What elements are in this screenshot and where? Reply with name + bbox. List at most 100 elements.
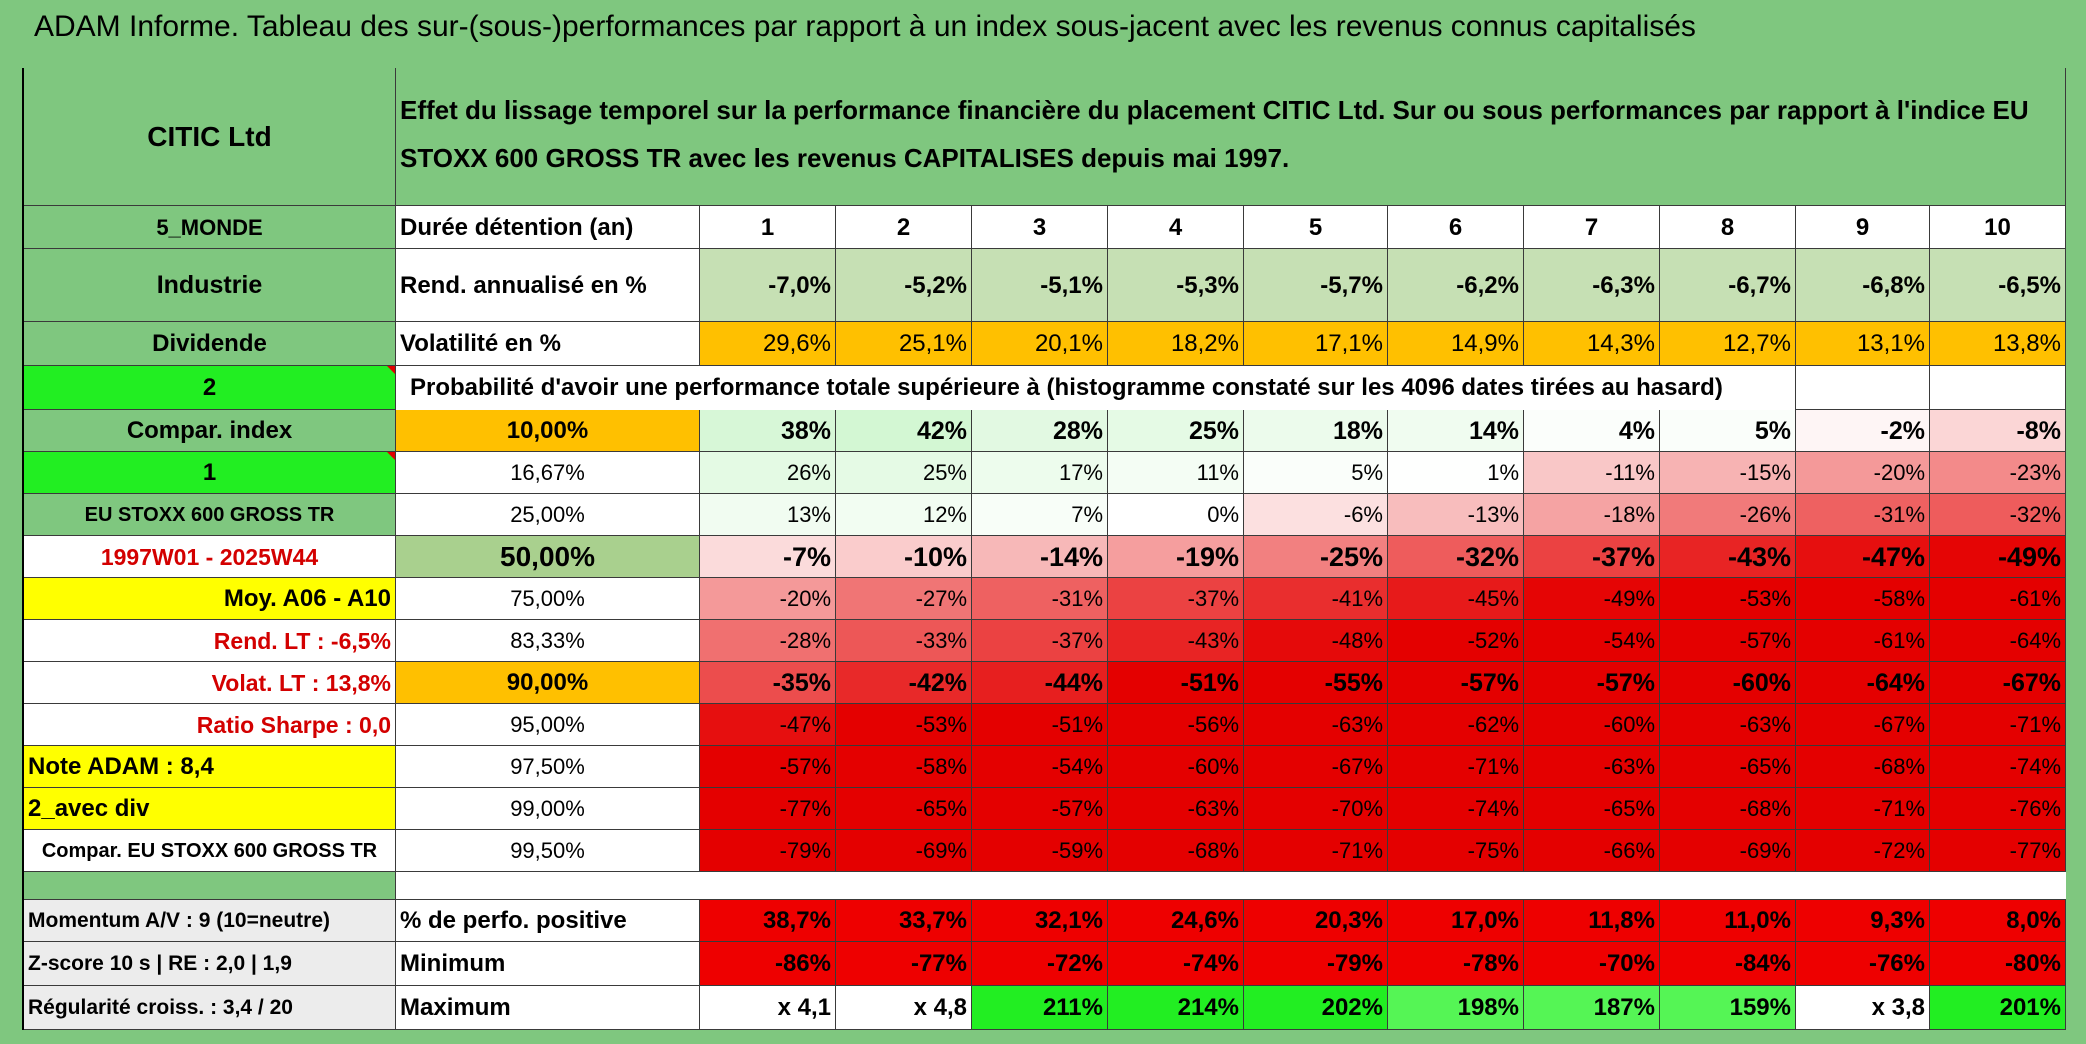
probability-cell: -25% bbox=[1244, 536, 1388, 578]
positive-value: 32,1% bbox=[972, 900, 1108, 942]
percentile-label: 50,00% bbox=[396, 536, 700, 578]
probability-cell: -26% bbox=[1660, 494, 1796, 536]
probability-cell: -44% bbox=[972, 662, 1108, 704]
probability-cell: -47% bbox=[1796, 536, 1930, 578]
max-value: 187% bbox=[1524, 986, 1660, 1030]
probability-cell: -60% bbox=[1660, 662, 1796, 704]
vol-value: 25,1% bbox=[836, 322, 972, 366]
separator-cell bbox=[24, 872, 396, 900]
probability-cell: -74% bbox=[1930, 746, 2066, 788]
probability-cell: -64% bbox=[1930, 620, 2066, 662]
min-value: -77% bbox=[836, 942, 972, 986]
probability-cell: -70% bbox=[1244, 788, 1388, 830]
compar-index-label: Compar. index bbox=[24, 410, 396, 452]
report-title: ADAM Informe. Tableau des sur-(sous-)per… bbox=[0, 0, 2086, 52]
probability-cell: 42% bbox=[836, 410, 972, 452]
probability-cell: -77% bbox=[700, 788, 836, 830]
moy-label: Moy. A06 - A10 bbox=[24, 578, 396, 620]
regularite-label: Régularité croiss. : 3,4 / 20 bbox=[24, 986, 396, 1030]
positive-value: 24,6% bbox=[1108, 900, 1244, 942]
year-header: 1 bbox=[700, 206, 836, 249]
max-value: x 4,1 bbox=[700, 986, 836, 1030]
probability-cell: -75% bbox=[1388, 830, 1524, 872]
sector-label: Industrie bbox=[24, 249, 396, 322]
positive-value: 20,3% bbox=[1244, 900, 1388, 942]
probability-cell: -43% bbox=[1108, 620, 1244, 662]
probability-cell: -31% bbox=[972, 578, 1108, 620]
min-value: -86% bbox=[700, 942, 836, 986]
rend-value: -5,2% bbox=[836, 249, 972, 322]
probability-cell: -10% bbox=[836, 536, 972, 578]
probability-cell: -53% bbox=[1660, 578, 1796, 620]
max-label: Maximum bbox=[396, 986, 700, 1030]
probability-cell: -69% bbox=[836, 830, 972, 872]
year-header: 6 bbox=[1388, 206, 1524, 249]
max-value: 198% bbox=[1388, 986, 1524, 1030]
probability-cell: -48% bbox=[1244, 620, 1388, 662]
min-value: -79% bbox=[1244, 942, 1388, 986]
sharpe-label: Ratio Sharpe : 0,0 bbox=[24, 704, 396, 746]
probability-cell: 11% bbox=[1108, 452, 1244, 494]
selector-dropdown[interactable]: 2 bbox=[24, 366, 396, 410]
index-name: EU STOXX 600 GROSS TR bbox=[24, 494, 396, 536]
min-value: -78% bbox=[1388, 942, 1524, 986]
probability-cell: -47% bbox=[700, 704, 836, 746]
positive-value: 17,0% bbox=[1388, 900, 1524, 942]
rend-value: -5,1% bbox=[972, 249, 1108, 322]
percentile-label: 25,00% bbox=[396, 494, 700, 536]
probability-cell: -67% bbox=[1244, 746, 1388, 788]
probability-cell: -20% bbox=[1796, 452, 1930, 494]
probability-cell: -56% bbox=[1108, 704, 1244, 746]
dropdown-marker-icon bbox=[387, 366, 395, 374]
probability-cell: -28% bbox=[700, 620, 836, 662]
rend-value: -6,5% bbox=[1930, 249, 2066, 322]
percentile-label: 83,33% bbox=[396, 620, 700, 662]
year-header: 9 bbox=[1796, 206, 1930, 249]
vol-value: 20,1% bbox=[972, 322, 1108, 366]
min-value: -74% bbox=[1108, 942, 1244, 986]
probability-cell: -62% bbox=[1388, 704, 1524, 746]
vol-value: 14,9% bbox=[1388, 322, 1524, 366]
probability-cell: -42% bbox=[836, 662, 972, 704]
positive-label: % de perfo. positive bbox=[396, 900, 700, 942]
rend-value: -6,2% bbox=[1388, 249, 1524, 322]
index-selector-dropdown[interactable]: 1 bbox=[24, 452, 396, 494]
probability-cell: -37% bbox=[972, 620, 1108, 662]
max-value: 214% bbox=[1108, 986, 1244, 1030]
probability-cell: -71% bbox=[1796, 788, 1930, 830]
avec-div-label: 2_avec div bbox=[24, 788, 396, 830]
probability-cell: -41% bbox=[1244, 578, 1388, 620]
compar-full-label: Compar. EU STOXX 600 GROSS TR bbox=[24, 830, 396, 872]
vol-value: 29,6% bbox=[700, 322, 836, 366]
dropdown-marker-icon bbox=[387, 452, 395, 460]
company-name: CITIC Ltd bbox=[24, 68, 396, 206]
probability-cell: -37% bbox=[1524, 536, 1660, 578]
probability-cell: 17% bbox=[972, 452, 1108, 494]
probability-cell: 7% bbox=[972, 494, 1108, 536]
probability-cell: -54% bbox=[972, 746, 1108, 788]
year-header: 2 bbox=[836, 206, 972, 249]
probability-cell: -68% bbox=[1796, 746, 1930, 788]
probability-cell: -35% bbox=[700, 662, 836, 704]
probability-cell: 4% bbox=[1524, 410, 1660, 452]
probability-cell: -57% bbox=[1388, 662, 1524, 704]
probability-cell: -58% bbox=[1796, 578, 1930, 620]
percentile-label: 90,00% bbox=[396, 662, 700, 704]
year-header: 10 bbox=[1930, 206, 2066, 249]
percentile-label: 95,00% bbox=[396, 704, 700, 746]
probability-cell: -61% bbox=[1796, 620, 1930, 662]
probability-cell: -32% bbox=[1930, 494, 2066, 536]
min-value: -70% bbox=[1524, 942, 1660, 986]
probability-cell: -71% bbox=[1388, 746, 1524, 788]
positive-value: 33,7% bbox=[836, 900, 972, 942]
zscore-label: Z-score 10 s | RE : 2,0 | 1,9 bbox=[24, 942, 396, 986]
rend-lt-label: Rend. LT : -6,5% bbox=[24, 620, 396, 662]
probability-cell: -57% bbox=[700, 746, 836, 788]
vol-label: Volatilité en % bbox=[396, 322, 700, 366]
probability-cell: -60% bbox=[1108, 746, 1244, 788]
max-value: x 3,8 bbox=[1796, 986, 1930, 1030]
probability-cell: -60% bbox=[1524, 704, 1660, 746]
probability-cell: -65% bbox=[1524, 788, 1660, 830]
probability-cell: -63% bbox=[1244, 704, 1388, 746]
probability-cell: 0% bbox=[1108, 494, 1244, 536]
